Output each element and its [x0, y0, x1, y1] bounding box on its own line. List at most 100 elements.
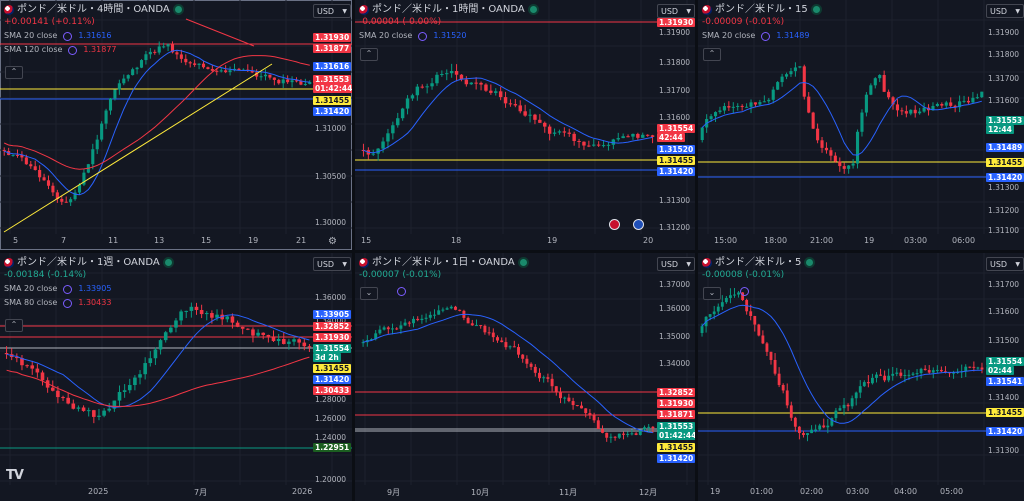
- currency-select[interactable]: USD ▼: [657, 257, 695, 271]
- trend-line: [3, 63, 273, 233]
- indicator-toggle[interactable]: [734, 287, 755, 296]
- collapse-indicators-button[interactable]: ⌃: [5, 66, 23, 79]
- price-axis[interactable]: 1.31000 1.30500 1.30000: [313, 0, 352, 232]
- candle-body: [834, 410, 838, 419]
- price-change: +0.00141 (+0.11%): [4, 17, 95, 27]
- price-axis[interactable]: 1.31700 1.31600 1.31500 1.31400 1.31300: [986, 253, 1024, 485]
- price-tick: 1.34000: [659, 359, 691, 368]
- candle-body: [290, 80, 294, 83]
- symbol-title[interactable]: ポンド／米ドル・5: [715, 257, 802, 268]
- price-axis[interactable]: 1.36000 1.34000 1.28000 1.26000 1.24000 …: [313, 253, 352, 485]
- candle-body: [814, 429, 818, 431]
- chart-panel-4h[interactable]: ポンド／米ドル・4時間・OANDA +0.00141 (+0.11%) SMA …: [0, 0, 352, 250]
- candle-body: [525, 358, 529, 364]
- indicator-settings-icon[interactable]: [68, 45, 78, 55]
- time-axis[interactable]: 15:00 18:00 21:00 19 03:00 06:00: [698, 236, 986, 250]
- chart-canvas-1h[interactable]: [355, 0, 695, 250]
- symbol-title[interactable]: ポンド／米ドル・15: [715, 4, 808, 15]
- chart-canvas-1w[interactable]: [0, 253, 352, 501]
- candle-body: [489, 90, 493, 93]
- candle-body: [713, 112, 718, 117]
- candle-body: [781, 384, 785, 391]
- candle-body: [816, 128, 820, 141]
- price-axis[interactable]: 1.31900 1.31800 1.31700 1.31600 1.31300 …: [657, 0, 695, 232]
- chart-canvas-4h[interactable]: [0, 0, 352, 250]
- chart-panel-5m[interactable]: ポンド／米ドル・5 -0.00008 (-0.01%) ⌄ USD ▼ 1.317…: [698, 253, 1024, 501]
- candle-body: [76, 407, 81, 409]
- time-axis[interactable]: 19 01:00 02:00 03:00 04:00 05:00: [698, 487, 986, 501]
- candle-body: [175, 52, 179, 55]
- price-tag-support: 1.31420: [986, 427, 1024, 436]
- time-tick: 04:00: [894, 487, 918, 496]
- price-tick: 1.31700: [659, 86, 691, 95]
- time-tick: 11: [108, 236, 119, 245]
- uk-event-icon[interactable]: [609, 219, 620, 230]
- candle-body: [727, 106, 731, 108]
- indicator-settings-icon[interactable]: [761, 31, 771, 41]
- price-tag-support: 1.31420: [657, 167, 695, 176]
- price-tag-line: 1.31455: [313, 364, 352, 373]
- chart-panel-1d[interactable]: ポンド／米ドル・1日・OANDA -0.00007 (-0.01%) ⌄ USD…: [355, 253, 695, 501]
- candle-body: [498, 91, 503, 98]
- indicator-sma20[interactable]: SMA 20 close 1.31489: [702, 30, 820, 42]
- candle-body: [82, 172, 86, 185]
- indicator-settings-icon[interactable]: [63, 284, 73, 294]
- candle-body: [256, 332, 260, 336]
- indicator-sma20[interactable]: SMA 20 close 1.31616: [4, 30, 182, 42]
- candle-body: [210, 313, 214, 318]
- currency-select[interactable]: USD ▼: [657, 4, 695, 18]
- collapse-indicators-button[interactable]: ⌄: [703, 287, 721, 300]
- candle-body: [403, 322, 407, 326]
- candle-body: [592, 414, 596, 421]
- candle-body: [749, 102, 753, 107]
- currency-select[interactable]: USD ▼: [313, 4, 351, 18]
- price-tag-support: 1.31420: [313, 107, 352, 116]
- collapse-indicators-button[interactable]: ⌃: [360, 48, 378, 61]
- gear-icon[interactable]: ⚙: [328, 236, 337, 247]
- time-axis[interactable]: 9月 10月 11月 12月: [355, 487, 657, 501]
- indicator-settings-icon[interactable]: [397, 287, 406, 296]
- symbol-title[interactable]: ポンド／米ドル・1週・OANDA: [17, 257, 160, 268]
- indicator-settings-icon[interactable]: [63, 31, 73, 41]
- candle-body: [77, 184, 82, 193]
- chart-canvas-1d[interactable]: [355, 253, 695, 501]
- indicator-sma120[interactable]: SMA 120 close 1.31877: [4, 44, 182, 56]
- candle-body: [518, 105, 522, 112]
- time-axis[interactable]: 2025 7月 2026: [0, 487, 313, 501]
- time-axis[interactable]: 5 7 11 13 15 19 21: [0, 236, 313, 250]
- currency-select[interactable]: USD ▼: [313, 257, 351, 271]
- candle-body: [35, 368, 40, 373]
- chart-canvas-15m[interactable]: [698, 0, 1024, 250]
- indicator-sma20[interactable]: SMA 20 close 1.33905: [4, 283, 172, 295]
- candle-body: [712, 311, 716, 315]
- indicator-toggle[interactable]: [391, 287, 412, 296]
- candle-body: [630, 433, 634, 435]
- chart-panel-1w[interactable]: ポンド／米ドル・1週・OANDA -0.00184 (-0.14%) SMA 2…: [0, 253, 352, 501]
- symbol-title[interactable]: ポンド／米ドル・4時間・OANDA: [17, 4, 170, 15]
- chart-panel-15m[interactable]: ポンド／米ドル・15 -0.00009 (-0.01%) SMA 20 clos…: [698, 0, 1024, 250]
- indicator-settings-icon[interactable]: [63, 298, 73, 308]
- currency-select[interactable]: USD ▼: [986, 4, 1024, 18]
- price-tag-line: 1.31455: [986, 408, 1024, 417]
- price-tag-last: 1.31554: [313, 344, 352, 353]
- candle-body: [415, 86, 420, 96]
- tradingview-logo[interactable]: TV: [6, 468, 24, 483]
- indicator-sma80[interactable]: SMA 80 close 1.30433: [4, 297, 172, 309]
- indicator-settings-icon[interactable]: [418, 31, 428, 41]
- chart-panel-1h[interactable]: ポンド／米ドル・1時間・OANDA -0.00004 (-0.00%) SMA …: [355, 0, 695, 250]
- price-axis[interactable]: 1.37000 1.36000 1.35000 1.34000: [657, 253, 695, 485]
- candle-body: [944, 371, 947, 373]
- time-axis[interactable]: 15 18 19 20: [355, 236, 657, 250]
- indicator-sma20[interactable]: SMA 20 close 1.31520: [359, 30, 537, 42]
- collapse-indicators-button[interactable]: ⌄: [360, 287, 378, 300]
- collapse-indicators-button[interactable]: ⌃: [5, 319, 23, 332]
- price-tick: 1.24000: [315, 433, 347, 442]
- us-event-icon[interactable]: [633, 219, 644, 230]
- collapse-indicators-button[interactable]: ⌃: [703, 48, 721, 61]
- indicator-settings-icon[interactable]: [740, 287, 749, 296]
- candle-body: [420, 318, 424, 321]
- panel-header: ポンド／米ドル・1日・OANDA -0.00007 (-0.01%): [359, 256, 527, 281]
- symbol-title[interactable]: ポンド／米ドル・1日・OANDA: [372, 257, 515, 268]
- price-axis[interactable]: 1.31900 1.31800 1.31700 1.31600 1.31300 …: [986, 0, 1024, 235]
- symbol-title[interactable]: ポンド／米ドル・1時間・OANDA: [372, 4, 525, 15]
